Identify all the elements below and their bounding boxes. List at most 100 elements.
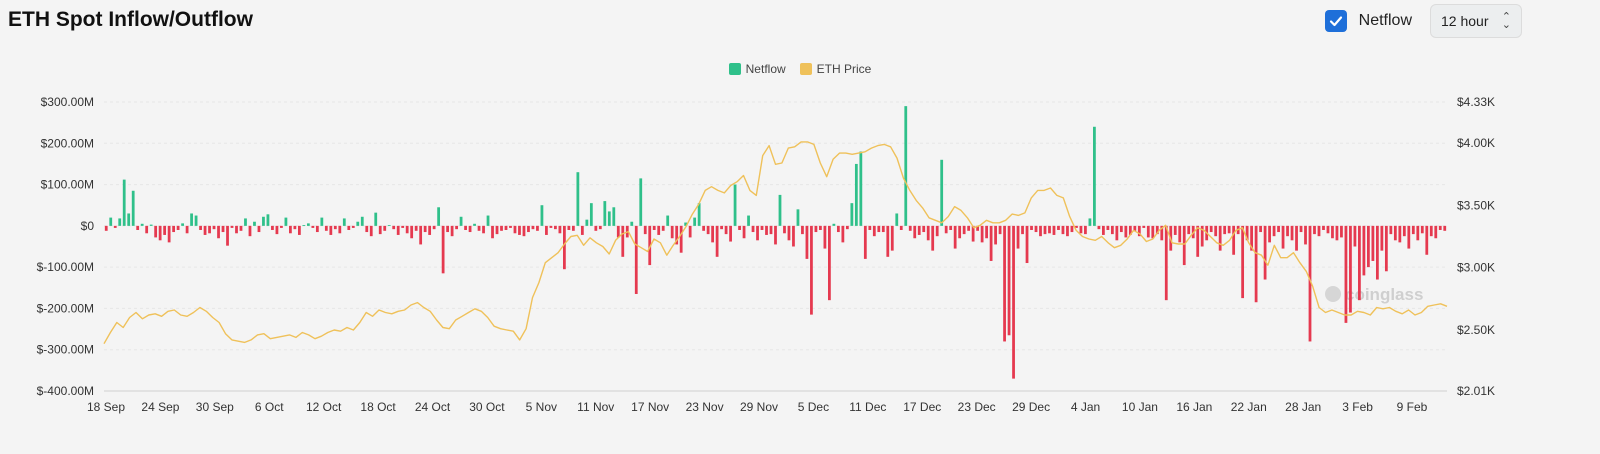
netflow-bar bbox=[491, 225, 494, 239]
x-tick-label: 29 Dec bbox=[1012, 400, 1050, 414]
netflow-bar bbox=[859, 151, 863, 226]
netflow-bar bbox=[518, 225, 521, 235]
netflow-bar bbox=[953, 225, 957, 249]
netflow-bar bbox=[796, 209, 800, 226]
netflow-bar bbox=[1093, 126, 1096, 226]
interval-select[interactable]: 12 hour ⌃ ⌄ bbox=[1430, 4, 1522, 38]
x-tick-label: 28 Jan bbox=[1285, 400, 1321, 414]
y-left-tick-label: $-300.00M bbox=[37, 343, 94, 357]
y-left-tick-label: $100.00M bbox=[41, 178, 94, 192]
netflow-bar bbox=[423, 225, 427, 233]
legend-item-netflow[interactable]: Netflow bbox=[728, 62, 786, 76]
netflow-bar bbox=[607, 211, 611, 226]
netflow-bar bbox=[1425, 225, 1429, 255]
netflow-bar bbox=[338, 225, 342, 234]
netflow-checkbox[interactable] bbox=[1324, 10, 1347, 32]
netflow-bar bbox=[899, 225, 903, 230]
netflow-bar bbox=[486, 215, 490, 226]
netflow-bar bbox=[886, 225, 890, 257]
netflow-bar bbox=[949, 225, 953, 230]
netflow-bar bbox=[320, 217, 324, 226]
netflow-bar bbox=[1164, 225, 1168, 301]
y-right-tick-label: $2.50K bbox=[1457, 323, 1495, 337]
netflow-bar bbox=[1214, 225, 1218, 237]
netflow-bar bbox=[958, 225, 962, 239]
netflow-bar bbox=[1250, 225, 1253, 251]
netflow-bar bbox=[980, 225, 984, 243]
y-left-tick-label: $-400.00M bbox=[37, 384, 94, 398]
netflow-bar bbox=[235, 225, 238, 234]
netflow-bar bbox=[149, 224, 153, 226]
legend-swatch-eth-price bbox=[799, 63, 812, 75]
netflow-bar bbox=[1012, 225, 1015, 379]
netflow-bar bbox=[563, 225, 566, 270]
netflow-bar bbox=[329, 225, 333, 235]
netflow-bar bbox=[1128, 225, 1132, 235]
netflow-bar bbox=[652, 225, 656, 230]
netflow-bar bbox=[1102, 225, 1105, 235]
netflow-bar bbox=[697, 203, 701, 226]
netflow-bar bbox=[819, 225, 822, 230]
netflow-bar bbox=[208, 225, 211, 234]
netflow-bar bbox=[1295, 225, 1298, 251]
netflow-bar bbox=[122, 179, 126, 226]
netflow-bar bbox=[850, 203, 854, 226]
netflow-bar bbox=[787, 225, 791, 241]
netflow-bar bbox=[643, 225, 647, 235]
netflow-bar bbox=[1039, 225, 1042, 237]
netflow-bar bbox=[742, 225, 746, 239]
netflow-bar bbox=[908, 225, 912, 231]
netflow-bar bbox=[1048, 225, 1051, 234]
netflow-bar bbox=[747, 215, 750, 226]
y-left-tick-label: $300.00M bbox=[41, 95, 94, 109]
netflow-bar bbox=[1115, 225, 1119, 241]
y-right-tick-label: $3.00K bbox=[1457, 261, 1495, 275]
netflow-bar bbox=[315, 225, 319, 233]
watermark-text: coinglass bbox=[1345, 285, 1423, 304]
netflow-bar bbox=[1358, 225, 1361, 301]
netflow-bar bbox=[244, 218, 247, 226]
netflow-bar bbox=[639, 178, 643, 226]
netflow-bar bbox=[1007, 225, 1011, 336]
netflow-bar bbox=[509, 225, 512, 228]
netflow-bar bbox=[854, 163, 858, 226]
netflow-bar bbox=[1209, 225, 1213, 233]
x-tick-label: 4 Jan bbox=[1071, 400, 1100, 414]
x-tick-label: 6 Oct bbox=[255, 400, 284, 414]
netflow-bar bbox=[1061, 225, 1065, 235]
netflow-bar bbox=[203, 225, 207, 235]
netflow-bar bbox=[1375, 225, 1379, 280]
netflow-bar bbox=[1146, 225, 1150, 238]
netflow-bar bbox=[248, 225, 252, 237]
netflow-checkbox-label[interactable]: Netflow bbox=[1358, 12, 1412, 29]
netflow-bar bbox=[967, 225, 971, 231]
netflow-bar bbox=[1398, 225, 1402, 243]
netflow-bar bbox=[109, 217, 113, 226]
netflow-bar bbox=[720, 225, 723, 230]
netflow-bar bbox=[1155, 225, 1159, 235]
x-tick-label: 9 Feb bbox=[1397, 400, 1428, 414]
netflow-bar bbox=[432, 225, 436, 230]
netflow-bar bbox=[1331, 225, 1334, 239]
x-tick-label: 23 Dec bbox=[958, 400, 996, 414]
netflow-bar bbox=[877, 225, 881, 233]
netflow-bar bbox=[446, 225, 449, 233]
netflow-bar bbox=[1281, 225, 1285, 249]
netflow-bar bbox=[1034, 225, 1038, 233]
netflow-bar bbox=[1200, 225, 1204, 247]
legend-item-eth-price[interactable]: ETH Price bbox=[799, 62, 871, 76]
netflow-bar bbox=[1088, 218, 1092, 226]
netflow-bar bbox=[922, 225, 926, 233]
netflow-bar bbox=[1196, 225, 1200, 257]
netflow-bar bbox=[774, 225, 777, 245]
netflow-bar bbox=[940, 159, 944, 226]
netflow-bar bbox=[464, 225, 467, 230]
netflow-bar bbox=[580, 225, 584, 235]
netflow-bar bbox=[684, 222, 688, 226]
x-tick-label: 18 Oct bbox=[360, 400, 396, 414]
netflow-bar bbox=[522, 225, 526, 237]
netflow-bar bbox=[1290, 225, 1294, 241]
netflow-bar bbox=[1326, 225, 1330, 234]
netflow-bar bbox=[1277, 225, 1280, 233]
netflow-bar bbox=[1443, 225, 1447, 231]
